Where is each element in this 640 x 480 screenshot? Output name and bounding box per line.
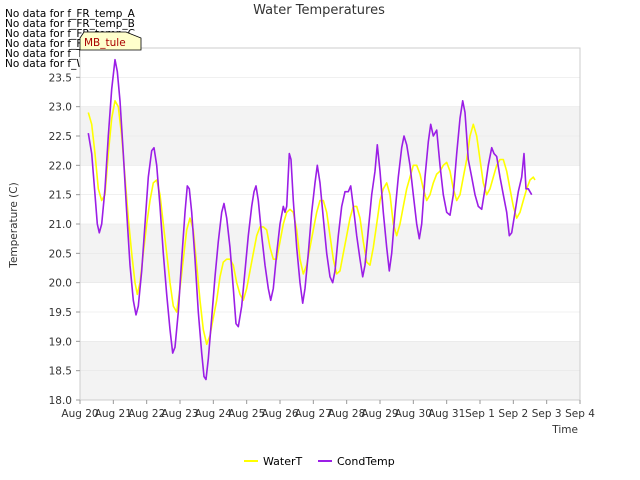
y-tick-label: 23.5 [49, 72, 72, 84]
series-line-condtemp [87, 58, 533, 381]
x-tick-label: Aug 27 [295, 408, 332, 420]
y-axis-label: Temperature (C) [8, 182, 20, 268]
no-data-note: No data for f_FR_temp_A [5, 8, 135, 20]
x-tick-label: Sep 4 [565, 408, 595, 420]
y-tick-label: 23.0 [49, 102, 72, 114]
tooltip-label: MB_tule [84, 37, 126, 49]
x-tick-label: Aug 24 [195, 408, 233, 420]
y-axis-ticks: 18.0 18.5 19.0 19.5 20.0 20.5 21.0 21.5 22.0 22.5… [49, 72, 80, 407]
legend-label-condtemp: CondTemp [337, 455, 395, 468]
legend: WaterT CondTemp [244, 455, 395, 468]
x-tick-label: Sep 1 [465, 408, 495, 420]
x-axis-label: Time [551, 424, 578, 436]
series-lines [87, 58, 536, 381]
y-tick-label: 22.5 [49, 131, 72, 143]
x-tick-label: Aug 28 [328, 408, 365, 420]
y-tick-label: 20.0 [49, 278, 72, 290]
no-data-note: No data for f_FR_temp_B [5, 18, 135, 30]
y-tick-label: 21.5 [49, 190, 72, 202]
series-line-watert [87, 100, 536, 346]
x-tick-label: Aug 25 [228, 408, 265, 420]
x-tick-label: Sep 2 [498, 408, 528, 420]
y-tick-label: 22.0 [49, 160, 72, 172]
x-tick-label: Aug 31 [428, 408, 465, 420]
y-tick-label: 18.0 [49, 395, 72, 407]
x-tick-label: Aug 20 [61, 408, 98, 420]
y-tick-label: 20.5 [49, 248, 72, 260]
no-data-note: No data for f_Temp_A [5, 48, 117, 60]
tooltip-box: MB_tule [79, 31, 142, 51]
y-tick-label: 21.0 [49, 219, 72, 231]
tooltip-shape [79, 31, 142, 51]
y-tick-label: 19.5 [49, 307, 72, 319]
no-data-note: No data for f_FR_temp_C [5, 28, 135, 40]
y-tick-label: 19.0 [49, 336, 72, 348]
x-tick-label: Aug 30 [395, 408, 432, 420]
chart-title: Water Temperatures [253, 3, 385, 18]
x-tick-label: Aug 29 [361, 408, 398, 420]
legend-label-watert: WaterT [263, 455, 303, 468]
x-tick-label: Aug 23 [161, 408, 198, 420]
x-tick-label: Aug 21 [95, 408, 132, 420]
plot-bands [80, 48, 580, 401]
x-tick-label: Sep 3 [532, 408, 562, 420]
no-data-note: No data for f_FD_Temp_1 [5, 38, 136, 50]
x-tick-label: Aug 22 [128, 408, 165, 420]
x-tick-label: Aug 26 [261, 408, 299, 420]
y-tick-label: 18.5 [49, 366, 72, 378]
